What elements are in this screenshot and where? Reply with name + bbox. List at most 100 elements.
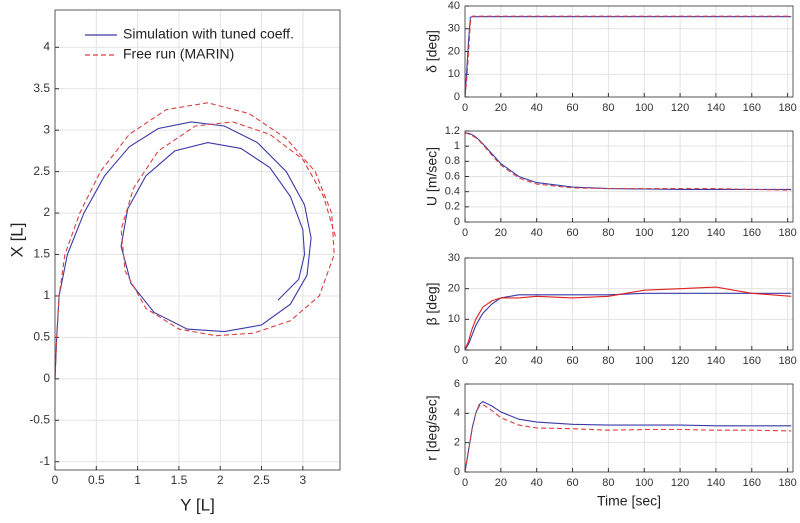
y-tick-label: 2.5 <box>33 164 50 178</box>
x-tick-label: 3 <box>299 473 306 487</box>
x-tick-label: 120 <box>671 102 689 114</box>
x-tick-label: 80 <box>602 355 614 367</box>
x-tick-label: 2 <box>217 473 224 487</box>
x-tick-label: 100 <box>635 477 653 489</box>
x-tick-label: 80 <box>602 477 614 489</box>
x-tick-label: 2.5 <box>253 473 270 487</box>
y-tick-label: -0.5 <box>29 412 50 426</box>
x-tick-label: 0 <box>462 102 468 114</box>
y-tick-label: 30 <box>448 252 460 264</box>
y-tick-label: 1.5 <box>33 247 50 261</box>
x-tick-label: 60 <box>566 227 578 239</box>
y-tick-label: 4 <box>43 39 50 53</box>
y-tick-label: 30 <box>448 23 460 35</box>
y-tick-label: 0 <box>454 91 460 103</box>
y-tick-label: 0.5 <box>33 330 50 344</box>
data-line <box>54 121 312 379</box>
axes-box <box>464 257 794 351</box>
y-tick-label: 20 <box>448 45 460 57</box>
x-tick-label: 60 <box>566 102 578 114</box>
y-tick-label: 4 <box>454 407 460 419</box>
x-tick-label: 1 <box>134 473 141 487</box>
axes-box <box>464 5 794 98</box>
y-axis-label: U [m/sec] <box>424 147 440 206</box>
x-tick-label: 100 <box>635 227 653 239</box>
data-line <box>464 292 792 351</box>
y-tick-label: 0 <box>43 371 50 385</box>
axes-box <box>464 383 794 473</box>
y-tick-label: 6 <box>454 378 460 390</box>
y-tick-label: 40 <box>448 0 460 12</box>
x-tick-label: 80 <box>602 102 614 114</box>
y-tick-label: 3.5 <box>33 81 50 95</box>
x-tick-label: 0 <box>462 477 468 489</box>
data-line <box>464 403 792 473</box>
y-tick-label: -1 <box>39 454 50 468</box>
y-axis-label: X [L] <box>7 223 26 258</box>
y-tick-label: 3 <box>43 122 50 136</box>
x-tick-label: 60 <box>566 477 578 489</box>
x-tick-label: 0 <box>462 227 468 239</box>
legend-label: Simulation with tuned coeff. <box>123 26 294 42</box>
x-tick-label: 100 <box>635 102 653 114</box>
x-tick-label: 40 <box>531 477 543 489</box>
y-tick-label: 2 <box>454 437 460 449</box>
x-tick-label: 180 <box>778 477 796 489</box>
x-tick-label: 160 <box>743 227 761 239</box>
x-tick-label: 120 <box>671 477 689 489</box>
x-tick-label: 140 <box>707 477 725 489</box>
y-tick-label: 0 <box>454 466 460 478</box>
y-tick-label: 10 <box>448 313 460 325</box>
x-tick-label: 1.5 <box>171 473 188 487</box>
y-tick-label: 1 <box>43 288 50 302</box>
x-tick-label: 120 <box>671 227 689 239</box>
data-line <box>464 400 792 473</box>
y-axis-label: δ [deg] <box>424 30 440 73</box>
y-axis-label: r [deg/sec] <box>424 395 440 460</box>
x-tick-label: 160 <box>743 355 761 367</box>
y-tick-label: 1.2 <box>445 125 460 137</box>
data-line <box>464 15 792 98</box>
y-tick-label: 1 <box>454 140 460 152</box>
legend-label: Free run (MARIN) <box>123 46 234 62</box>
x-tick-label: 180 <box>778 102 796 114</box>
y-tick-label: 0.4 <box>445 186 460 198</box>
y-axis-label: β [deg] <box>424 282 440 325</box>
y-tick-label: 10 <box>448 68 460 80</box>
x-tick-label: 60 <box>566 355 578 367</box>
y-tick-label: 0.6 <box>445 170 460 182</box>
data-line <box>54 102 337 379</box>
x-tick-label: 140 <box>707 355 725 367</box>
x-axis-label: Time [sec] <box>597 493 661 509</box>
x-tick-label: 40 <box>531 227 543 239</box>
x-tick-label: 140 <box>707 102 725 114</box>
y-tick-label: 0.8 <box>445 155 460 167</box>
x-tick-label: 180 <box>778 227 796 239</box>
x-tick-label: 80 <box>602 227 614 239</box>
x-tick-label: 0 <box>462 355 468 367</box>
y-tick-label: 0 <box>454 344 460 356</box>
x-tick-label: 160 <box>743 102 761 114</box>
x-tick-label: 40 <box>531 102 543 114</box>
y-tick-label: 2 <box>43 205 50 219</box>
x-axis-label: Y [L] <box>180 495 215 514</box>
x-tick-label: 20 <box>495 102 507 114</box>
x-tick-label: 40 <box>531 355 543 367</box>
x-tick-label: 180 <box>778 355 796 367</box>
y-tick-label: 20 <box>448 283 460 295</box>
x-tick-label: 160 <box>743 477 761 489</box>
x-tick-label: 140 <box>707 227 725 239</box>
x-tick-label: 100 <box>635 355 653 367</box>
x-tick-label: 20 <box>495 227 507 239</box>
axes-box <box>54 9 341 471</box>
y-tick-label: 0 <box>454 216 460 228</box>
data-line <box>464 286 792 351</box>
x-tick-label: 120 <box>671 355 689 367</box>
data-line <box>464 131 792 191</box>
x-tick-label: 0.5 <box>88 473 105 487</box>
x-tick-label: 20 <box>495 355 507 367</box>
x-tick-label: 20 <box>495 477 507 489</box>
x-tick-label: 0 <box>52 473 59 487</box>
